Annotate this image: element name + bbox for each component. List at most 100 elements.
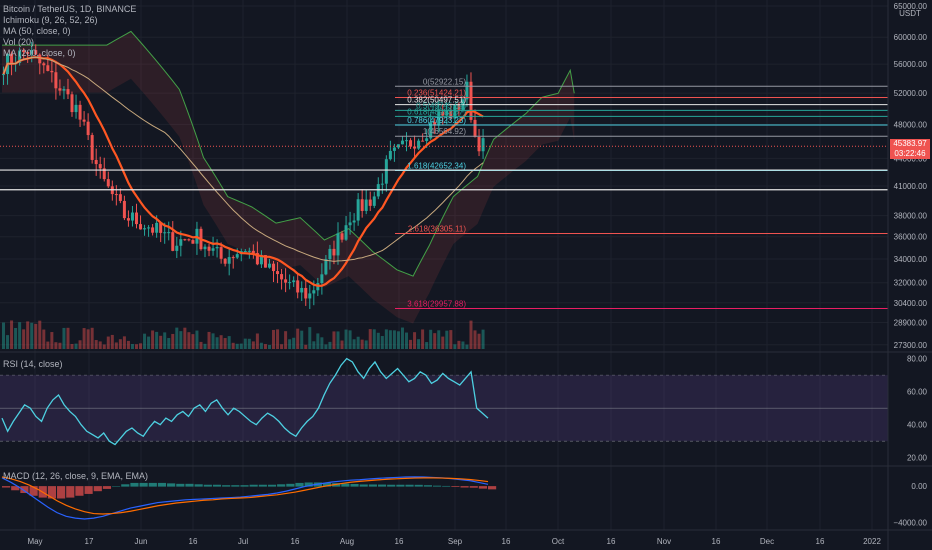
y-tick-label: 36000.00 [894,233,928,242]
candle-body [171,232,175,251]
macd-histogram-bar [350,484,359,487]
rsi-legend[interactable]: RSI (14, close) [3,359,63,370]
y-tick-label: 30400.00 [894,299,928,308]
volume-bar [199,341,203,349]
y-tick-label: 60000.00 [894,33,928,42]
volume-bar [74,343,78,349]
candle-body [263,255,267,268]
candle-body [380,183,384,185]
volume-bar [405,332,408,349]
fibonacci-levels: 0(52922.15) 0.236(51424.21)0.382(50497.51… [0,77,888,309]
ichimoku-legend[interactable]: Ichimoku (9, 26, 52, 26) [3,15,98,25]
volume-bar [195,330,199,349]
x-tick-label: 16 [502,537,511,546]
ma50-legend[interactable]: MA (50, close, 0) [3,26,71,36]
candle-body [50,70,54,73]
macd-histogram-bar [2,486,11,488]
macd-histogram-bar [11,486,20,491]
candle-body [400,140,404,145]
x-tick-label: Jun [135,537,148,546]
candle-body [280,274,284,280]
y-tick-label: 32000.00 [894,279,928,288]
candle-body [247,250,251,252]
candle-body [74,104,78,113]
volume-bar [2,322,5,349]
macd-histogram-bar [194,484,203,487]
candle-body [473,119,477,137]
candle-body [324,259,328,275]
candle-body [396,144,400,148]
volume-bar [477,333,481,349]
macd-histogram-bar [387,484,396,487]
volume-bar [308,327,312,349]
candle-body [388,150,392,160]
volume-bar [102,344,106,349]
volume-bar [352,339,356,349]
volume-bar [316,333,320,349]
volume-bar [155,331,159,349]
macd-histogram-bar [84,486,93,494]
candle-body [300,287,304,293]
volume-bar [110,334,114,349]
macd-histogram-bar [29,486,38,496]
x-tick-label: Dec [760,537,774,546]
volume-bar [441,336,445,349]
candle-body [42,63,46,66]
candle-body [332,248,336,256]
volume-bar [296,328,300,349]
x-tick-label: 2022 [863,537,881,546]
x-tick-label: 16 [712,537,721,546]
candle-body [336,233,340,256]
candle-body [66,89,70,95]
candle-body [22,50,26,53]
kumo-cloud [2,31,575,324]
candle-body [163,232,167,234]
volume-bar [34,323,38,349]
macd-histogram-bar [231,485,240,487]
candle-body [151,227,155,233]
candle-body [102,168,106,180]
y-tick-label: 28900.00 [894,319,928,328]
candle-body [409,140,413,147]
volume-bar [272,329,276,349]
volume-bar [457,340,461,349]
ma200-legend[interactable]: MA (200, close, 0) [3,48,76,58]
rsi-pane [0,357,888,446]
macd-histogram-bar [359,484,368,487]
candle-body [413,146,417,149]
x-tick-label: Aug [340,537,354,546]
macd-histogram-bar [414,484,423,487]
last-price-badge[interactable]: 45383.97 03:22:46 [890,139,930,159]
macd-histogram-bar [185,483,194,487]
candle-body [159,222,163,233]
macd-histogram-bar [240,485,249,487]
macd-histogram-bar [396,484,405,487]
macd-histogram-bar [469,486,478,488]
volume-legend[interactable]: Vol (20) [3,37,35,47]
macd-histogram-bar [102,486,112,489]
volume-bar [300,330,304,349]
candle-countdown: 03:22:46 [894,149,926,158]
candle-body [433,122,437,126]
candle-body [465,81,469,100]
volume-bar [147,336,151,349]
y-tick-label: 27300.00 [894,341,928,350]
volume-bar [360,339,364,349]
y-tick-label: 48000.00 [894,120,928,129]
volume-bar [324,344,328,349]
volume-bar [421,329,425,349]
volume-bar [356,336,360,349]
candle-body [183,239,187,241]
volume-bar [82,328,86,349]
volume-bar [139,343,143,349]
macd-legend[interactable]: MACD (12, 26, close, 9, EMA, EMA) [3,471,148,482]
y-tick-label: 65000.00 [894,2,928,11]
x-tick-label: 16 [607,537,616,546]
volume-bar [211,333,215,349]
candle-body [320,274,324,284]
candle-body [255,253,259,265]
candle-body [78,104,82,120]
macd-histogram-bar [304,482,313,487]
volume-bar [78,340,82,349]
